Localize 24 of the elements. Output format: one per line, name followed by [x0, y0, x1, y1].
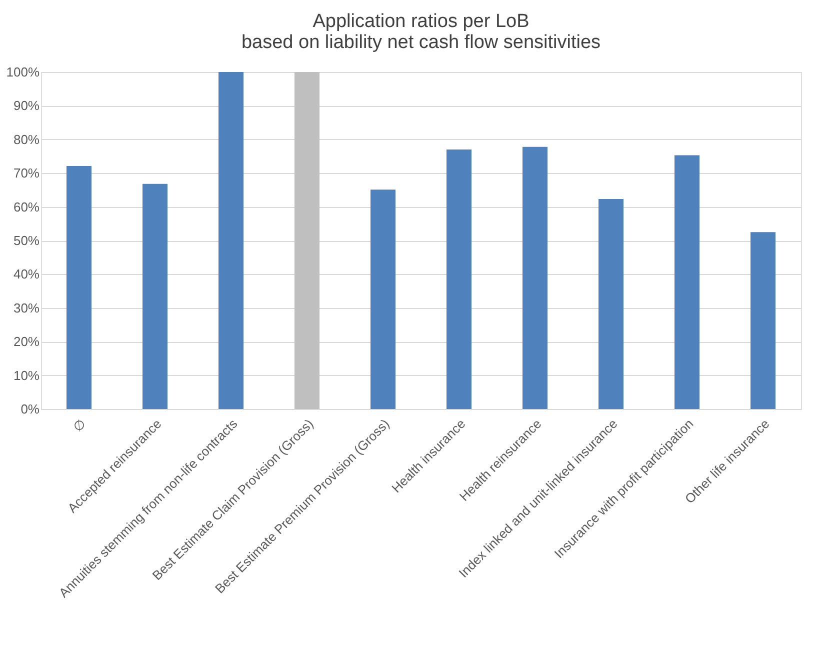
bar	[522, 146, 548, 409]
y-tick-label: 0%	[20, 402, 40, 416]
bar	[750, 232, 776, 409]
bar	[370, 190, 396, 409]
y-tick-label: 90%	[13, 98, 40, 114]
y-tick-label: 40%	[13, 266, 40, 282]
bar	[142, 184, 168, 409]
y-tick-label: 60%	[13, 199, 40, 214]
text: based on liability net cash flow sensitivities	[241, 32, 601, 53]
bar	[294, 72, 320, 409]
y-tick-label: 20%	[13, 334, 40, 350]
bar	[66, 166, 92, 409]
y-tick-label: 10%	[13, 368, 40, 383]
y-tick-label: 50%	[13, 233, 40, 248]
y-tick-label: 80%	[13, 132, 40, 147]
y-tick-label: 100%	[6, 64, 40, 80]
y-tick-label: 70%	[13, 166, 40, 181]
text: Application ratios per LoB	[312, 11, 530, 32]
bar	[598, 199, 624, 409]
y-tick-label: 30%	[13, 300, 40, 316]
x-tick-label: ∅	[70, 416, 88, 434]
bar	[218, 72, 244, 409]
bar	[446, 150, 472, 409]
bar	[674, 155, 700, 409]
